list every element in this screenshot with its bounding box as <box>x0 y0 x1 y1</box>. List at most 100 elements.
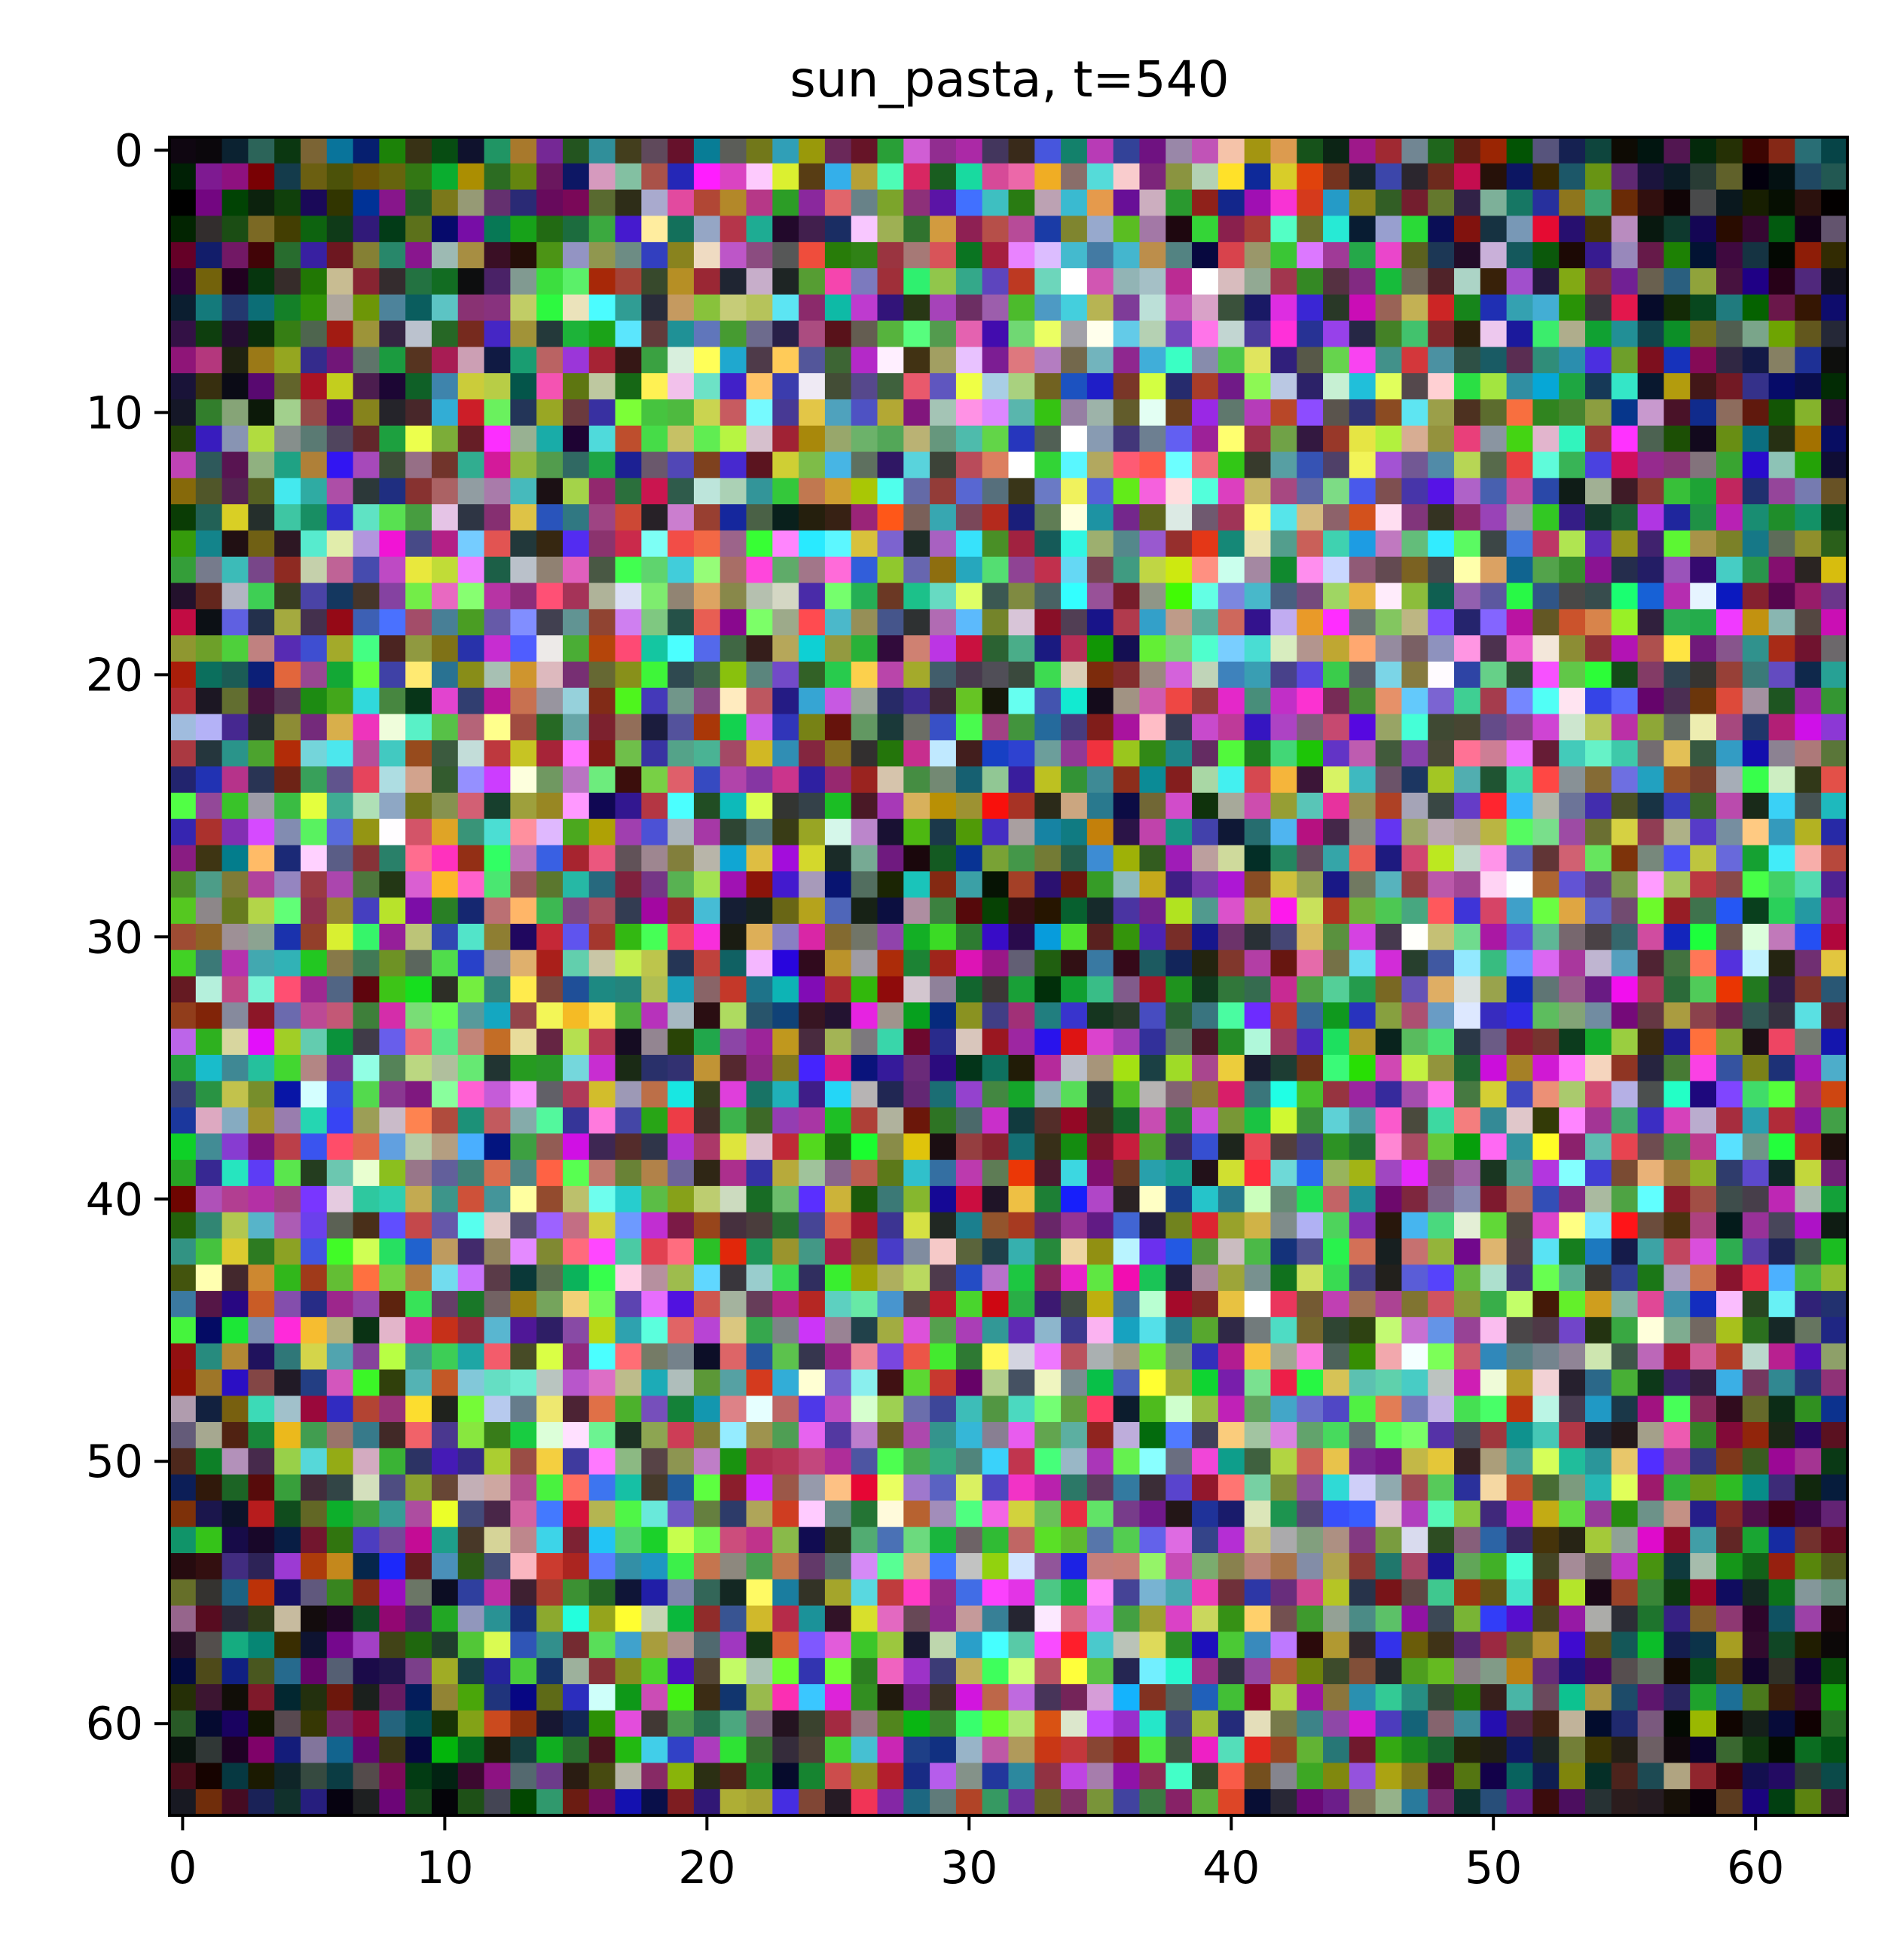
image-cell <box>353 320 380 347</box>
image-cell <box>1113 897 1141 925</box>
image-cell <box>641 347 668 374</box>
image-cell <box>877 1553 904 1580</box>
image-cell <box>851 1763 878 1790</box>
image-cell <box>484 425 511 453</box>
image-cell <box>1166 1527 1193 1554</box>
image-cell <box>877 556 904 584</box>
image-cell <box>1192 1160 1219 1187</box>
image-cell <box>1690 1291 1717 1318</box>
image-cell <box>1454 1054 1481 1082</box>
image-cell <box>1008 451 1035 479</box>
image-cell <box>1690 556 1717 584</box>
image-cell <box>1375 792 1403 820</box>
image-cell <box>405 478 432 505</box>
image-cell <box>1690 1631 1717 1659</box>
image-cell <box>1716 1238 1743 1265</box>
image-cell <box>1742 530 1770 558</box>
image-cell <box>641 1500 668 1527</box>
image-cell <box>457 818 485 846</box>
image-cell <box>170 818 197 846</box>
image-cell <box>1742 268 1770 295</box>
image-cell <box>1768 976 1796 1003</box>
image-cell <box>195 137 223 164</box>
image-cell <box>588 504 616 531</box>
image-cell <box>1690 1396 1717 1423</box>
image-cell <box>955 766 983 793</box>
image-cell <box>1611 792 1639 820</box>
image-cell <box>1742 294 1770 322</box>
image-cell <box>877 687 904 715</box>
image-cell <box>248 1422 275 1449</box>
image-cell <box>1664 1029 1691 1056</box>
image-cell <box>955 347 983 374</box>
image-cell <box>1349 1396 1376 1423</box>
image-cell <box>484 1185 511 1213</box>
image-cell <box>300 1291 328 1318</box>
image-cell <box>1795 1316 1822 1344</box>
image-cell <box>1664 1264 1691 1292</box>
image-cell <box>1349 1107 1376 1134</box>
image-cell <box>1664 1527 1691 1554</box>
image-cell <box>353 871 380 898</box>
image-cell <box>195 949 223 977</box>
image-cell <box>1008 1133 1035 1160</box>
image-cell <box>1768 1789 1796 1816</box>
image-cell <box>1166 556 1193 584</box>
image-cell <box>588 189 616 216</box>
image-cell <box>615 1029 642 1056</box>
image-cell <box>799 976 826 1003</box>
image-cell <box>1480 1081 1508 1108</box>
image-cell <box>1480 1291 1508 1318</box>
image-cell <box>1375 1081 1403 1108</box>
image-cell <box>1192 1553 1219 1580</box>
image-cell <box>1611 1369 1639 1396</box>
image-cell <box>1034 740 1062 767</box>
image-cell <box>772 818 799 846</box>
image-cell <box>221 1448 249 1475</box>
image-cell <box>824 1658 852 1685</box>
image-cell <box>510 1474 537 1502</box>
image-cell <box>221 189 249 216</box>
image-cell <box>668 347 695 374</box>
image-cell <box>1086 1081 1114 1108</box>
image-cell <box>1061 137 1088 164</box>
image-cell <box>1428 1631 1455 1659</box>
image-cell <box>1559 1029 1586 1056</box>
image-cell <box>746 189 773 216</box>
image-cell <box>824 766 852 793</box>
image-cell <box>353 530 380 558</box>
image-cell <box>274 845 301 872</box>
image-cell <box>1297 504 1324 531</box>
image-cell <box>1532 1002 1560 1029</box>
image-cell <box>562 242 590 269</box>
image-cell <box>1690 242 1717 269</box>
image-cell <box>510 1763 537 1790</box>
image-cell <box>195 530 223 558</box>
image-cell <box>1664 425 1691 453</box>
image-cell <box>903 1316 930 1344</box>
image-cell <box>326 1710 354 1738</box>
image-cell <box>1113 1160 1141 1187</box>
image-cell <box>562 1160 590 1187</box>
image-cell <box>1821 189 1848 216</box>
image-cell <box>510 1553 537 1580</box>
image-cell <box>1611 766 1639 793</box>
image-cell <box>326 1396 354 1423</box>
image-cell <box>1166 1264 1193 1292</box>
image-cell <box>274 792 301 820</box>
image-cell <box>1428 1291 1455 1318</box>
image-cell <box>824 189 852 216</box>
image-cell <box>1034 373 1062 400</box>
image-cell <box>1821 1081 1848 1108</box>
image-cell <box>1532 1763 1560 1790</box>
image-cell <box>982 373 1010 400</box>
image-cell <box>195 216 223 243</box>
image-cell <box>1217 714 1245 741</box>
image-cell <box>195 1369 223 1396</box>
image-cell <box>510 399 537 427</box>
image-cell <box>693 766 721 793</box>
image-cell <box>1349 294 1376 322</box>
image-cell <box>1585 451 1612 479</box>
image-cell <box>1166 949 1193 977</box>
image-cell <box>1323 1107 1350 1134</box>
